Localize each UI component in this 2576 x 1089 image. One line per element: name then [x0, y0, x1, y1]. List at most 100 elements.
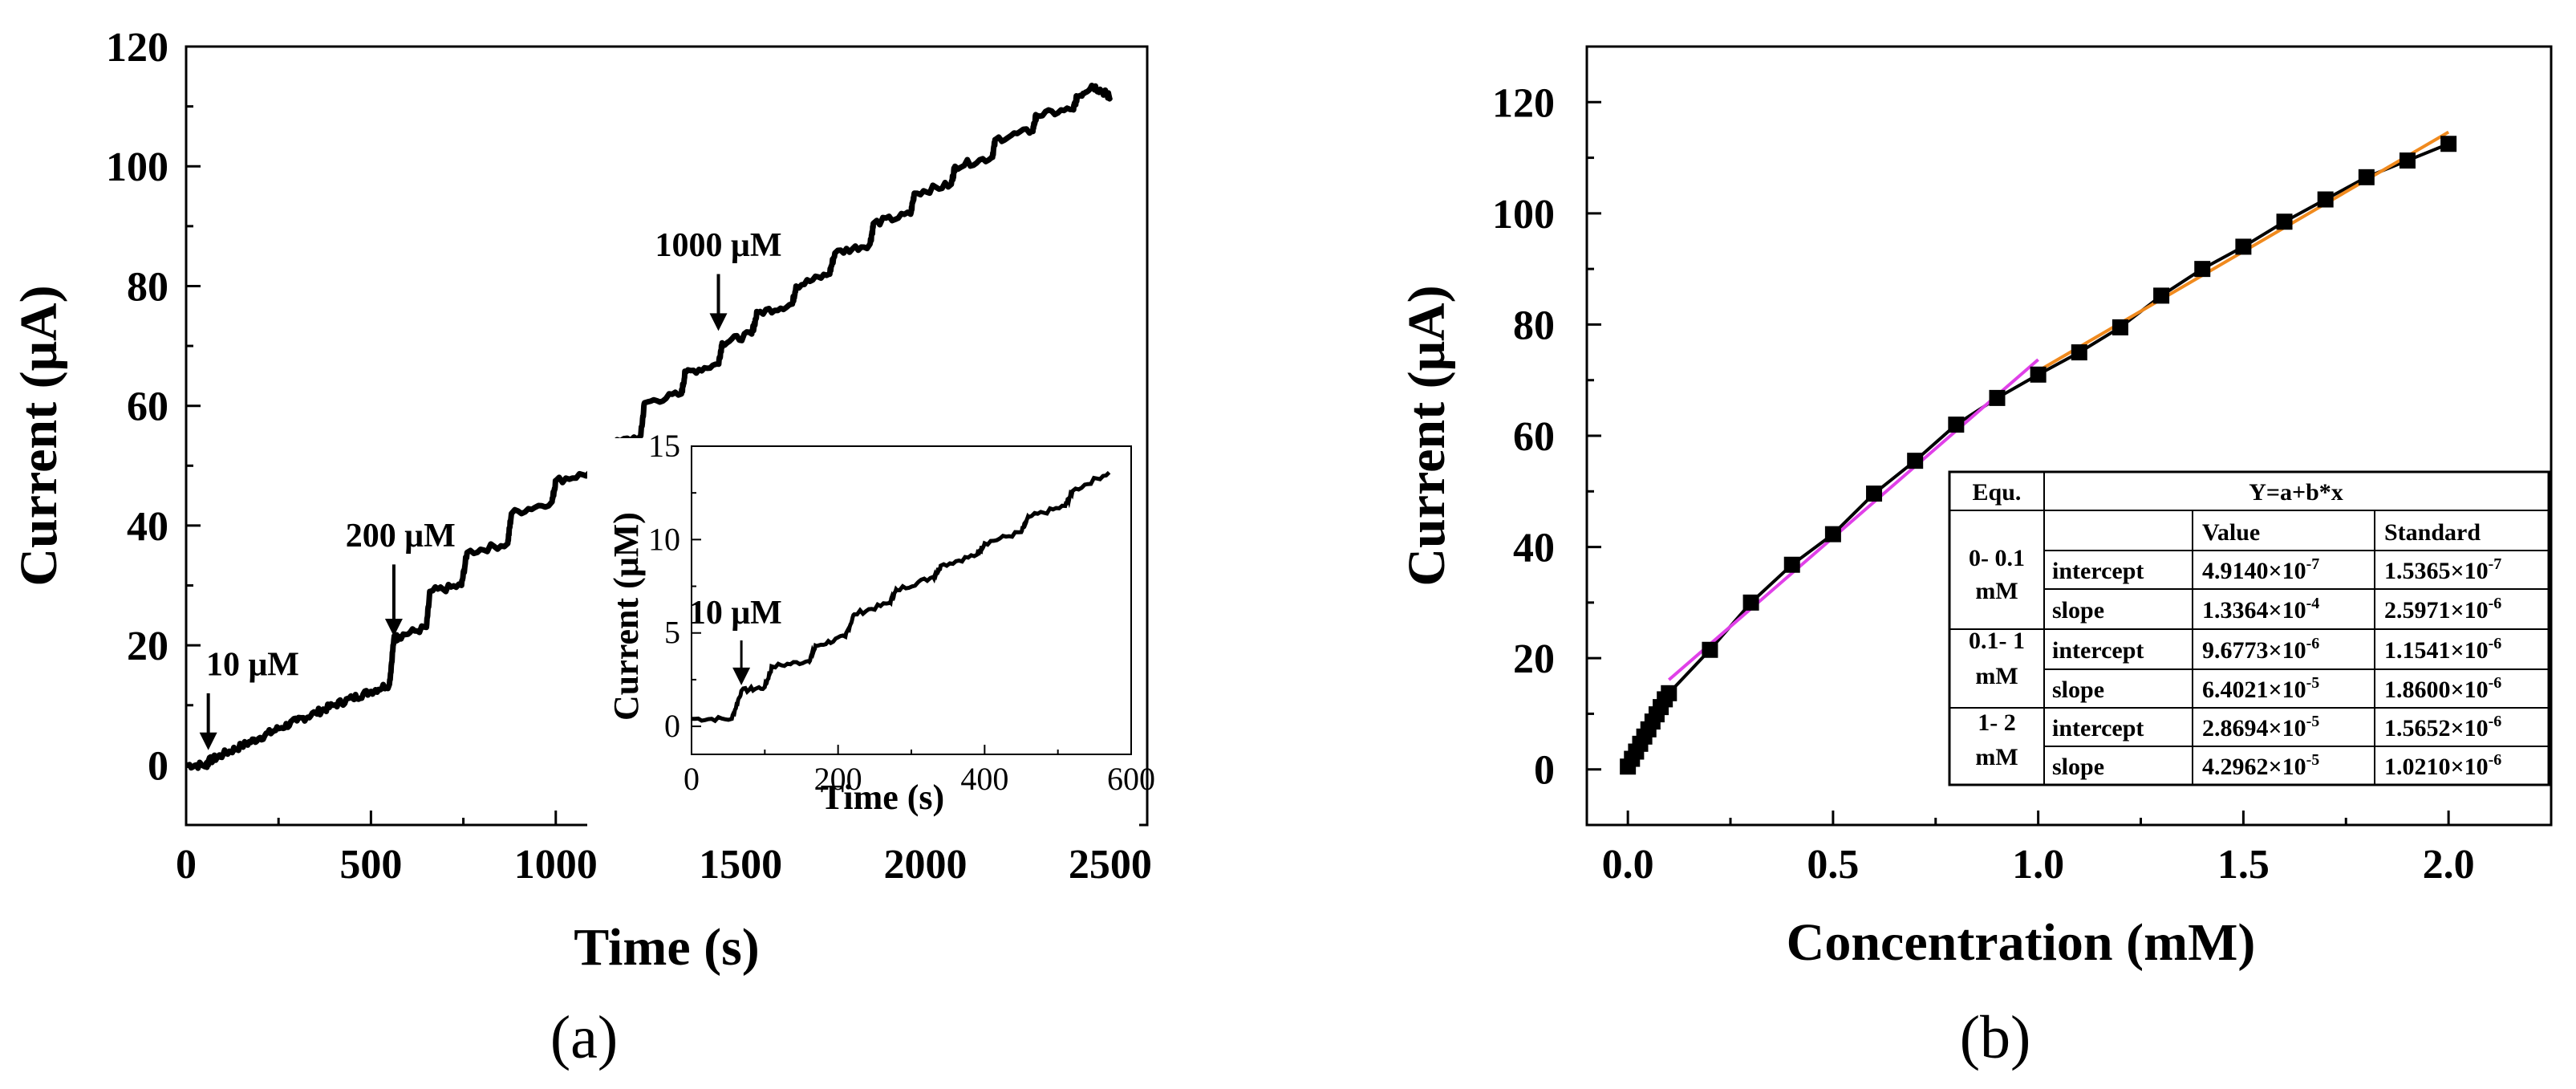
table-subheader-standard: Standard	[2384, 519, 2481, 546]
table-cell-param: slope	[2052, 677, 2104, 703]
x-tick-label: 1500	[699, 842, 782, 888]
y-tick-label: 60	[1513, 414, 1555, 460]
x-tick-label: 500	[339, 842, 402, 888]
table-cell-param: intercept	[2052, 637, 2144, 664]
y-tick-label: 60	[127, 384, 168, 430]
inset-background	[587, 438, 1139, 843]
x-tick-label: 0.5	[1807, 842, 1859, 888]
group2-label-line1: 0.1- 1	[1969, 628, 2025, 654]
panel-a-series-line	[185, 83, 1114, 771]
table-cell-standard: 1.0210×10-6	[2384, 751, 2501, 780]
data-point	[1989, 389, 2006, 406]
table-grid-lines	[1949, 472, 2549, 785]
y-tick-label: 20	[1513, 636, 1555, 682]
y-tick-label: 0	[664, 708, 680, 744]
data-point	[2153, 287, 2170, 304]
data-point	[1702, 641, 1718, 658]
y-tick-label: 0	[1534, 748, 1555, 794]
y-tick-label: 40	[127, 504, 168, 550]
x-tick-label: 400	[960, 761, 1008, 797]
x-tick-label: 1000	[514, 842, 598, 888]
x-tick-label: 0.0	[1602, 842, 1654, 888]
group1-label-line2: mM	[1975, 578, 2018, 604]
y-tick-label: 10	[648, 521, 680, 557]
panel-a-x-axis-title: Time (s)	[574, 918, 760, 977]
inset-x-axis-title: Time (s)	[821, 778, 944, 817]
annotation-arrows	[199, 274, 728, 750]
x-tick-label: 200	[814, 761, 862, 797]
data-point	[2358, 169, 2375, 185]
table-cell-param: intercept	[2052, 715, 2144, 742]
table-cell-value: 6.4021×10-5	[2202, 674, 2319, 703]
table-header-equation: Y=a+b*x	[2249, 479, 2343, 506]
annotation-10uM: 10 μM	[206, 646, 299, 683]
group3-label-line2: mM	[1975, 744, 2018, 770]
annotation-200uM: 200 μM	[346, 518, 456, 555]
table-cell-value: 4.9140×10-7	[2202, 555, 2319, 584]
table-cell-value: 4.2962×10-5	[2202, 751, 2319, 780]
y-tick-label: 80	[127, 264, 168, 310]
y-tick-label: 40	[1513, 526, 1555, 571]
panel-b-chart: 0.0 0.5 1.0 1.5 2.0 0 20 40 60 80 100 120 Concentra…	[1398, 45, 2553, 1071]
table-cell-param: slope	[2052, 597, 2104, 624]
panel-label-a: (a)	[550, 1004, 618, 1071]
panel-b-y-axis-title: Current (μA)	[1398, 285, 1456, 586]
y-tick-label: 0	[148, 743, 168, 789]
data-point	[2399, 152, 2416, 169]
table-cell-value: 1.3364×10-4	[2202, 595, 2319, 624]
group1-label-line1: 0- 0.1	[1969, 545, 2025, 571]
table-cell-standard: 1.5652×10-6	[2384, 713, 2501, 742]
y-tick-label: 120	[1492, 80, 1555, 126]
y-tick-label: 80	[1513, 303, 1555, 348]
y-tick-label: 5	[664, 615, 680, 651]
data-point	[1661, 685, 1677, 701]
x-tick-label: 0	[684, 761, 700, 797]
fit-parameter-table: Equ. Y=a+b*x Value Standard 0- 0.1 mM 0.…	[1948, 470, 2550, 786]
x-tick-label: 2.0	[2423, 842, 2475, 888]
group2-label-line2: mM	[1975, 663, 2018, 689]
arrow-head	[199, 732, 217, 750]
inset-annotation-10uM: 10 μM	[689, 595, 782, 632]
table-cell-param: slope	[2052, 754, 2104, 780]
data-point	[2030, 366, 2047, 383]
inset-y-axis-title: Current (μM)	[606, 512, 646, 721]
data-point	[1783, 556, 1800, 573]
fit-line-magenta	[1667, 358, 2039, 681]
table-subheader-value: Value	[2202, 519, 2260, 546]
panel-label-b: (b)	[1960, 1004, 2031, 1071]
table-cell-standard: 2.5971×10-6	[2384, 595, 2501, 624]
y-tick-label: 100	[1492, 192, 1555, 238]
x-tick-label: 600	[1107, 761, 1155, 797]
inset-ticks: 0 200 400 600 0 5 10 15	[648, 428, 1155, 797]
data-point	[1742, 594, 1759, 611]
x-tick-label: 1.0	[2012, 842, 2064, 888]
panel-a-inset-chart: 0 200 400 600 0 5 10 15 Time (s) Current (μM) 1…	[587, 428, 1155, 843]
panel-a-annotations: 10 μM 200 μM 1000 μM	[199, 227, 782, 750]
inset-series-line	[692, 470, 1111, 724]
annotation-1000uM: 1000 μM	[655, 227, 782, 264]
data-point	[2235, 238, 2252, 255]
data-point	[2276, 213, 2293, 230]
data-point	[1907, 453, 1924, 469]
x-tick-label: 2000	[884, 842, 968, 888]
data-point	[1824, 526, 1841, 542]
arrow-head	[732, 667, 751, 685]
table-cell-value: 2.8694×10-5	[2202, 713, 2319, 742]
data-point	[2194, 261, 2211, 278]
panel-a-y-axis-title: Current (μA)	[10, 285, 68, 586]
panel-b-x-axis-title: Concentration (mM)	[1787, 913, 2256, 972]
inset-annotation-arrow	[732, 640, 751, 685]
table-cell-value: 9.6773×10-6	[2202, 635, 2319, 664]
arrow-head	[709, 313, 728, 331]
group3-label-line1: 1- 2	[1978, 709, 2016, 736]
table-cell-param: intercept	[2052, 558, 2144, 584]
panel-b-markers	[1620, 136, 2457, 775]
y-tick-label: 15	[648, 428, 680, 464]
y-tick-label: 120	[106, 25, 168, 71]
y-tick-label: 20	[127, 624, 168, 669]
data-point	[2071, 344, 2087, 361]
data-point	[2317, 191, 2334, 208]
